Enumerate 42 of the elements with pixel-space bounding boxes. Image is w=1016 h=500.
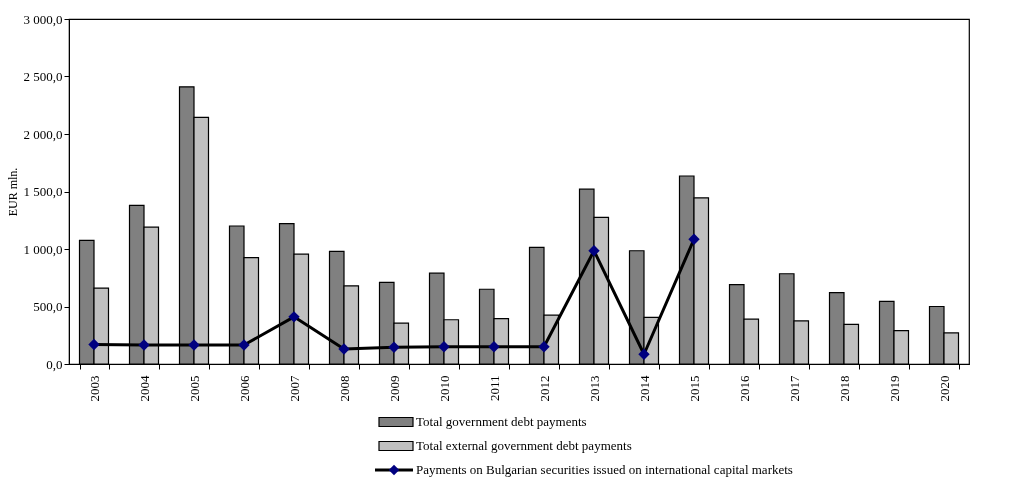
legend-label: Total external government debt payments xyxy=(416,438,632,453)
point xyxy=(438,341,450,353)
legend-label: Total government debt payments xyxy=(416,414,587,429)
point xyxy=(338,343,350,355)
y-tick-label: 1 500,0 xyxy=(23,184,63,199)
point xyxy=(238,339,250,351)
x-tick-label: 2014 xyxy=(636,375,652,402)
point xyxy=(688,233,700,245)
x-tick-label: 2016 xyxy=(736,375,752,402)
legend-label: Payments on Bulgarian securities issued on international capital markets xyxy=(416,462,793,477)
x-tick-label: 2009 xyxy=(386,375,402,402)
x-tick-label: 2013 xyxy=(586,375,602,402)
point xyxy=(138,339,150,351)
x-tick-label: 2011 xyxy=(486,375,502,402)
point xyxy=(188,339,200,351)
x-tick-label: 2003 xyxy=(86,375,102,402)
y-tick-label: 2 500,0 xyxy=(23,69,63,84)
point xyxy=(588,245,600,257)
y-tick-label: 2 000,0 xyxy=(23,126,63,142)
point xyxy=(88,338,100,351)
x-tick-label: 2018 xyxy=(836,375,852,402)
x-tick-label: 2012 xyxy=(536,375,552,402)
x-tick-label: 2020 xyxy=(936,375,952,402)
x-tick-label: 2004 xyxy=(136,375,152,402)
x-tick-label: 2008 xyxy=(336,375,352,402)
y-tick-label: 0,0 xyxy=(46,356,63,372)
point xyxy=(488,341,500,353)
y-axis-title: EUR mln. xyxy=(5,167,20,217)
point xyxy=(538,341,550,353)
x-tick-label: 2019 xyxy=(886,375,902,402)
x-tick-label: 2015 xyxy=(686,375,702,402)
x-tick-label: 2017 xyxy=(786,375,802,402)
x-tick-label: 2010 xyxy=(436,375,452,402)
x-tick-label: 2006 xyxy=(236,375,252,402)
x-tick-label: 2005 xyxy=(186,375,202,402)
point xyxy=(388,341,400,354)
point xyxy=(288,311,300,323)
y-tick-label: 1 000,0 xyxy=(23,241,63,257)
point xyxy=(638,348,650,360)
x-tick-label: 2007 xyxy=(286,375,302,402)
y-tick-label: 3 000,0 xyxy=(23,11,63,27)
y-tick-label: 500,0 xyxy=(33,299,63,314)
